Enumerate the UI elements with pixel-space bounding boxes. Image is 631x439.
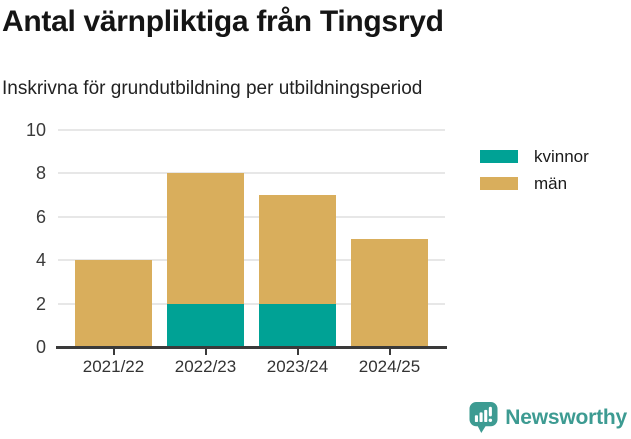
bar-segment-män	[351, 238, 428, 347]
bar-segment-män	[167, 173, 244, 304]
legend-item-kvinnor: kvinnor	[480, 146, 589, 166]
legend-label: kvinnor	[534, 146, 589, 166]
newsworthy-logo[interactable]: Newsworthy	[469, 399, 627, 435]
bar-segment-kvinnor	[167, 303, 244, 347]
x-tick-mark	[296, 349, 299, 355]
newsworthy-logo-icon	[469, 401, 498, 433]
gridline	[58, 129, 445, 131]
x-tick-mark	[112, 349, 115, 355]
gridline	[58, 215, 445, 218]
x-axis-label: 2022/23	[174, 357, 237, 376]
y-axis-label: 4	[35, 250, 46, 271]
gridline	[58, 259, 445, 262]
bar-segment-män	[259, 195, 336, 304]
legend-label: män	[534, 173, 568, 193]
y-axis-label: 6	[35, 206, 46, 227]
x-axis-label: 2023/24	[266, 357, 329, 376]
legend-item-män: män	[480, 173, 589, 193]
chart-title: Antal värnpliktiga från Tingsryd	[2, 5, 444, 38]
y-axis-label: 0	[35, 337, 46, 357]
x-axis-line	[56, 346, 447, 349]
newsworthy-logo-text: Newsworthy	[505, 405, 627, 429]
x-axis-label: 2024/25	[358, 357, 421, 376]
gridline	[58, 172, 445, 175]
bar-segment-män	[75, 260, 152, 347]
legend-swatch	[480, 149, 518, 163]
legend: kvinnor män	[480, 146, 589, 200]
legend-swatch	[480, 176, 518, 190]
bar-segment-kvinnor	[259, 303, 336, 347]
y-axis-label: 10	[25, 120, 46, 140]
x-tick-mark	[204, 349, 207, 355]
y-axis-label: 2	[35, 293, 46, 314]
y-axis-label: 8	[35, 163, 46, 184]
x-axis-label: 2021/22	[82, 357, 145, 376]
x-tick-mark	[388, 349, 391, 355]
chart-subtitle: Inskrivna för grundutbildning per utbild…	[2, 78, 423, 99]
gridline	[58, 302, 445, 305]
